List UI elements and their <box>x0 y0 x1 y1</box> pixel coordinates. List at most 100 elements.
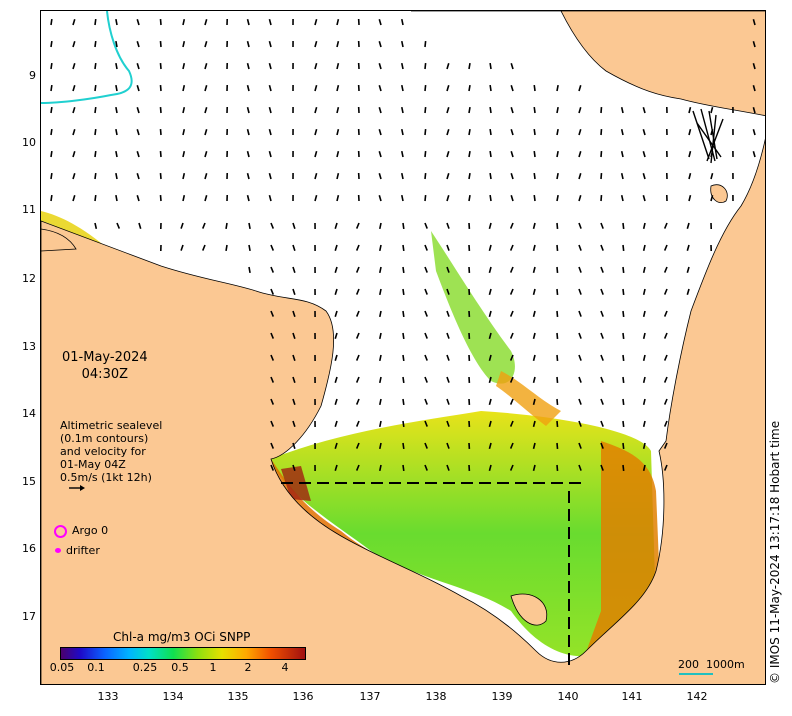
velocity-arrow <box>355 222 360 229</box>
velocity-arrow <box>182 194 186 202</box>
velocity-arrow <box>50 128 53 136</box>
velocity-arrow <box>270 222 275 229</box>
velocity-arrow <box>94 172 97 180</box>
velocity-arrow <box>159 150 162 158</box>
velocity-arrow <box>663 266 668 273</box>
velocity-arrow <box>72 63 76 70</box>
velocity-arrow <box>334 266 338 273</box>
velocity-arrow <box>663 464 668 471</box>
velocity-arrow <box>600 332 604 339</box>
velocity-arrow <box>424 222 428 229</box>
land-layer <box>41 11 765 684</box>
lat-tick: 13 <box>22 340 36 353</box>
velocity-arrow <box>620 128 624 136</box>
map-frame[interactable] <box>40 10 766 685</box>
velocity-arrow <box>556 172 559 180</box>
velocity-arrow <box>620 150 624 158</box>
velocity-arrow <box>686 288 690 295</box>
velocity-arrow <box>532 464 536 472</box>
time-label: 04:30Z <box>81 367 129 382</box>
velocity-arrow <box>400 172 404 180</box>
velocity-arrow <box>72 129 76 136</box>
velocity-arrow <box>532 288 536 296</box>
velocity-arrow <box>752 107 756 114</box>
velocity-arrow <box>556 420 559 428</box>
velocity-arrow <box>488 398 492 406</box>
altimetry-line: and velocity for <box>60 445 146 458</box>
velocity-arrow <box>355 376 360 383</box>
velocity-arrow <box>556 354 559 362</box>
velocity-arrow <box>532 376 536 384</box>
velocity-arrow <box>270 354 275 361</box>
velocity-arrow <box>578 266 582 273</box>
velocity-arrow <box>94 194 97 202</box>
velocity-arrow <box>268 128 272 136</box>
velocity-arrow <box>620 106 624 114</box>
velocity-arrow <box>336 194 340 202</box>
velocity-arrow <box>600 420 604 427</box>
velocity-arrow <box>424 62 427 70</box>
velocity-arrow <box>268 18 272 26</box>
velocity-arrow <box>642 222 646 230</box>
velocity-arrow <box>268 62 272 70</box>
velocity-arrow <box>578 85 582 92</box>
velocity-arrow <box>94 106 97 114</box>
velocity-arrow <box>334 442 338 449</box>
velocity-arrow <box>446 222 450 229</box>
velocity-arrow <box>556 84 559 92</box>
velocity-arrow <box>556 266 559 274</box>
velocity-arrow <box>532 310 536 318</box>
velocity-arrow <box>72 173 76 180</box>
velocity-arrow <box>424 288 428 295</box>
velocity-arrow <box>246 40 250 48</box>
velocity-arrow <box>182 18 186 26</box>
velocity-arrow <box>622 442 625 450</box>
argo-label: Argo 0 <box>72 524 109 537</box>
velocity-arrow <box>446 332 450 339</box>
velocity-arrow <box>115 194 118 202</box>
velocity-arrow <box>533 172 536 180</box>
velocity-arrow <box>94 84 97 92</box>
velocity-arrow <box>136 129 140 136</box>
velocity-arrow <box>468 172 471 180</box>
velocity-arrow <box>334 354 338 361</box>
velocity-arrow <box>488 464 492 472</box>
velocity-arrow <box>556 150 559 158</box>
velocity-arrow <box>424 310 428 317</box>
velocity-arrow <box>424 266 428 273</box>
velocity-arrow <box>578 173 582 180</box>
velocity-arrow <box>642 107 646 114</box>
velocity-arrow <box>663 222 668 229</box>
velocity-arrow <box>72 195 76 202</box>
velocity-arrow <box>642 376 646 384</box>
lon-tick: 141 <box>621 690 643 703</box>
velocity-arrow <box>204 151 208 158</box>
velocity-arrow <box>509 244 514 251</box>
velocity-arrow <box>159 194 162 202</box>
velocity-arrow <box>355 310 360 317</box>
velocity-arrow <box>378 464 382 472</box>
velocity-arrow <box>556 288 559 296</box>
velocity-arrow <box>72 41 76 48</box>
velocity-arrow <box>556 332 559 340</box>
velocity-arrow <box>292 442 296 449</box>
velocity-arrow <box>402 288 405 296</box>
velocity-arrow <box>642 266 646 274</box>
colorbar-tick: 0.1 <box>87 661 105 674</box>
velocity-arrow <box>72 107 76 114</box>
map-canvas <box>41 11 765 684</box>
velocity-arrow <box>710 106 714 114</box>
velocity-arrow <box>446 420 450 427</box>
velocity-arrow <box>292 376 296 383</box>
velocity-arrow <box>424 106 427 114</box>
velocity-arrow <box>182 128 186 136</box>
velocity-arrow <box>533 106 536 114</box>
velocity-arrow <box>556 442 559 450</box>
velocity-arrow <box>533 84 536 92</box>
velocity-arrow <box>115 62 118 70</box>
velocity-arrow <box>556 194 559 202</box>
velocity-arrow <box>378 266 382 274</box>
scale-label-b: 1000m <box>706 658 745 671</box>
velocity-arrow <box>489 172 492 180</box>
lat-tick: 11 <box>22 203 36 216</box>
